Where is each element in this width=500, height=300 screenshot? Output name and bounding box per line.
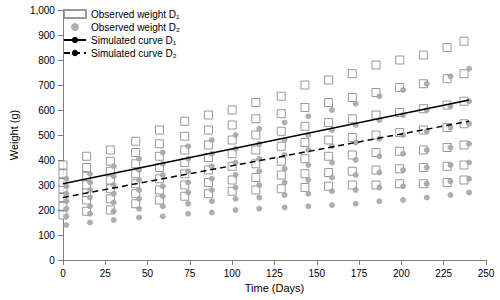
- svg-text:500: 500: [38, 130, 55, 141]
- svg-text:200: 200: [38, 205, 55, 216]
- svg-text:100: 100: [224, 268, 241, 279]
- svg-text:Observed weight D₂: Observed weight D₂: [91, 22, 180, 33]
- svg-text:400: 400: [38, 155, 55, 166]
- svg-text:Weight (g): Weight (g): [8, 110, 20, 161]
- svg-text:50: 50: [142, 268, 154, 279]
- svg-text:800: 800: [38, 55, 55, 66]
- svg-text:Time (Days): Time (Days): [245, 282, 304, 294]
- svg-text:1,000: 1,000: [30, 5, 55, 16]
- svg-text:700: 700: [38, 80, 55, 91]
- svg-text:900: 900: [38, 30, 55, 41]
- svg-text:25: 25: [100, 268, 112, 279]
- svg-text:75: 75: [184, 268, 196, 279]
- svg-text:300: 300: [38, 180, 55, 191]
- svg-text:600: 600: [38, 105, 55, 116]
- svg-text:225: 225: [435, 268, 452, 279]
- svg-text:Observed weight D₁: Observed weight D₁: [91, 9, 180, 20]
- svg-text:Simulated curve D₂: Simulated curve D₂: [91, 48, 177, 59]
- svg-text:175: 175: [351, 268, 368, 279]
- svg-text:0: 0: [60, 268, 66, 279]
- svg-text:125: 125: [266, 268, 283, 279]
- svg-text:Simulated curve D₁: Simulated curve D₁: [91, 35, 177, 46]
- svg-text:150: 150: [308, 268, 325, 279]
- svg-text:200: 200: [393, 268, 410, 279]
- svg-text:0: 0: [49, 255, 55, 266]
- svg-text:250: 250: [478, 268, 495, 279]
- svg-text:100: 100: [38, 230, 55, 241]
